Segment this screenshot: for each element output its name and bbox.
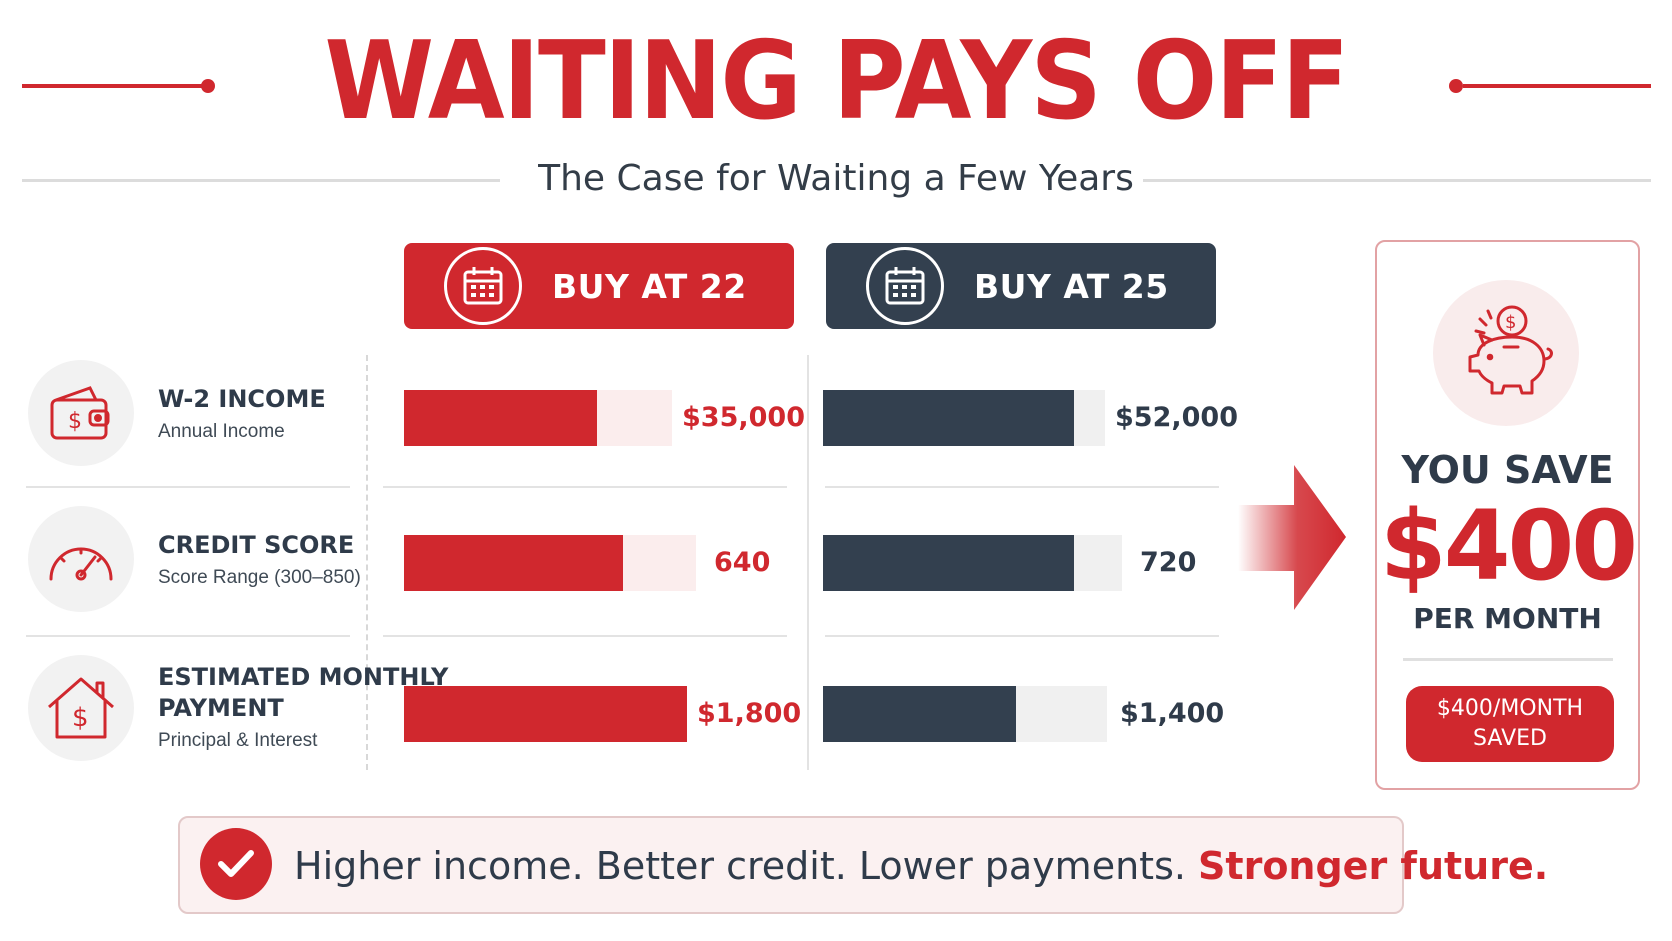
value-buy-at-25-income: $52,000 (1115, 402, 1238, 433)
buy-column-divider (807, 355, 809, 770)
title-rule-right-dot (1449, 79, 1463, 93)
card-divider (1403, 658, 1613, 661)
row-divider (383, 635, 787, 637)
row-subtitle-score-range: Score Range (300–850) (158, 567, 361, 588)
row-subtitle-annual-income: Annual Income (158, 421, 285, 442)
subtitle-rule-left (22, 179, 500, 182)
page-subtitle: The Case for Waiting a Few Years (538, 158, 1134, 199)
bar-buy-at-25-payment (823, 686, 1016, 742)
savings-amount: $400 (1379, 490, 1638, 602)
bar-buy-at-22-income (404, 390, 597, 446)
value-buy-at-25-credit: 720 (1140, 547, 1197, 578)
wallet-icon-badge: $ (28, 360, 134, 466)
value-buy-at-25-payment: $1,400 (1120, 698, 1225, 729)
bar-buy-at-22-payment (404, 686, 687, 742)
calendar-icon (866, 247, 944, 325)
label-column-divider (366, 355, 368, 770)
value-buy-at-22-credit: 640 (714, 547, 771, 578)
summary-text-highlight: Stronger future. (1198, 844, 1549, 888)
row-title-w2-income: W-2 INCOME (158, 385, 326, 413)
bar-buy-at-25-income (823, 390, 1074, 446)
savings-badge: $400/MONTH SAVED (1406, 686, 1614, 762)
summary-text: Higher income. Better credit. Lower paym… (294, 838, 1548, 894)
checkmark-icon (200, 828, 272, 900)
summary-banner (178, 816, 1404, 914)
gauge-icon (49, 547, 113, 581)
row-title-estimated-monthly-payment-line1: ESTIMATED MONTHLY (158, 663, 449, 691)
summary-text-main: Higher income. Better credit. Lower paym… (294, 844, 1186, 888)
row-title-estimated-monthly-payment-line2: PAYMENT (158, 694, 284, 722)
row-subtitle-principal-interest: Principal & Interest (158, 730, 318, 751)
wallet-icon: $ (50, 386, 110, 440)
row-divider (383, 486, 787, 488)
house-dollar-icon-badge: $ (28, 655, 134, 761)
per-month-label: PER MONTH (1413, 602, 1602, 635)
row-divider (825, 635, 1219, 637)
subtitle-rule-right (1143, 179, 1651, 182)
svg-text:$: $ (68, 409, 82, 434)
piggy-bank-icon: $ (1468, 305, 1553, 395)
house-dollar-icon: $ (48, 677, 114, 739)
page-title: WAITING PAYS OFF (324, 19, 1349, 144)
value-buy-at-22-income: $35,000 (682, 402, 805, 433)
value-buy-at-22-payment: $1,800 (697, 698, 802, 729)
arrow-right-icon (1238, 465, 1348, 610)
column-header-label: BUY AT 25 (974, 266, 1169, 306)
column-header-buy-at-25: BUY AT 25 (826, 243, 1216, 329)
svg-text:$: $ (1505, 312, 1516, 333)
bar-buy-at-25-credit (823, 535, 1074, 591)
calendar-icon (444, 247, 522, 325)
row-divider (825, 486, 1219, 488)
row-title-credit-score: CREDIT SCORE (158, 531, 355, 559)
row-divider (26, 635, 350, 637)
column-header-label: BUY AT 22 (552, 266, 747, 306)
title-rule-left-dot (201, 79, 215, 93)
you-save-label: YOU SAVE (1401, 448, 1614, 492)
gauge-icon-badge (28, 506, 134, 612)
row-divider (26, 486, 350, 488)
title-rule-left (22, 84, 207, 88)
svg-text:$: $ (72, 703, 89, 733)
piggy-bank-icon-badge: $ (1433, 280, 1579, 426)
title-rule-right (1463, 84, 1651, 88)
bar-buy-at-22-credit (404, 535, 623, 591)
column-header-buy-at-22: BUY AT 22 (404, 243, 794, 329)
